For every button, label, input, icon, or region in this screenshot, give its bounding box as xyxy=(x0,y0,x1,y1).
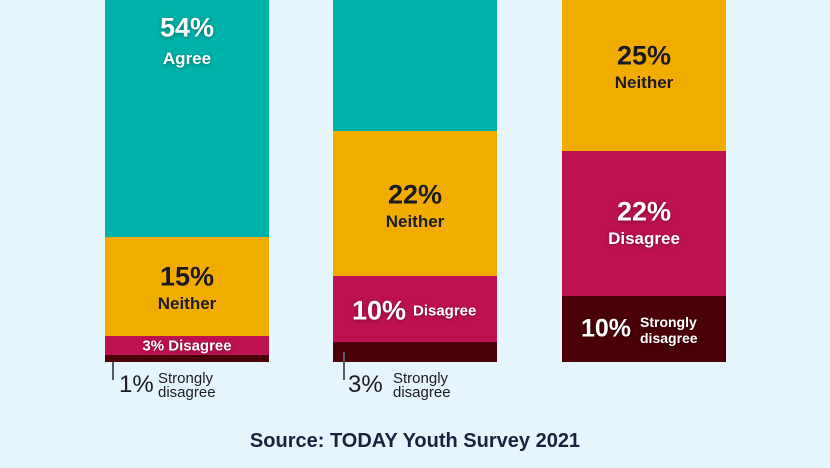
source-caption: Source: TODAY Youth Survey 2021 xyxy=(249,430,581,452)
leader-line xyxy=(343,352,345,380)
leader-line xyxy=(112,362,114,380)
neither-pct-label: 22% xyxy=(387,179,443,210)
agree-label: Agree xyxy=(162,49,212,68)
disagree-label: Disagree xyxy=(608,229,680,248)
strongly-disagree-pct-label: 3% xyxy=(348,371,383,398)
neither-label: Neither xyxy=(157,294,217,313)
agree-pct-label: 54% xyxy=(159,12,215,43)
bar-2-segment-strongly-disagree xyxy=(333,342,497,362)
disagree-label: 3% Disagree xyxy=(142,337,232,355)
strongly-disagree-pct-label: 10% xyxy=(581,314,632,343)
disagree-pct-label: 22% xyxy=(616,196,672,227)
bar-3-segment-neither xyxy=(562,0,726,151)
bar-1-segment-neither xyxy=(105,236,269,336)
bar-2-segment-agree xyxy=(333,0,497,131)
strongly-label: Strongly xyxy=(393,370,449,387)
bar-1-segment-agree xyxy=(105,0,269,237)
bar-2-segment-neither xyxy=(333,131,497,277)
disagree-label-2: disagree xyxy=(158,384,216,401)
strongly-disagree-pct-label: 1% xyxy=(119,371,154,398)
disagree-label-2: disagree xyxy=(640,330,698,346)
strongly-label: Strongly xyxy=(158,370,214,387)
disagree-pct-label: 10% xyxy=(352,295,407,326)
strongly-label: Strongly xyxy=(640,314,697,330)
bar-3-segment-disagree xyxy=(562,150,726,296)
neither-label: Neither xyxy=(385,212,445,231)
disagree-label-2: disagree xyxy=(393,384,451,401)
neither-pct-label: 15% xyxy=(159,261,215,292)
bar-1-segment-strongly-disagree xyxy=(105,355,269,362)
bar-3-segment-strongly-disagree xyxy=(562,296,726,362)
neither-label: Neither xyxy=(614,73,674,92)
disagree-label: Disagree xyxy=(413,302,477,320)
bar-2-segment-disagree xyxy=(333,276,497,343)
bar-1-segment-disagree xyxy=(105,335,269,356)
neither-pct-label: 25% xyxy=(616,40,672,71)
